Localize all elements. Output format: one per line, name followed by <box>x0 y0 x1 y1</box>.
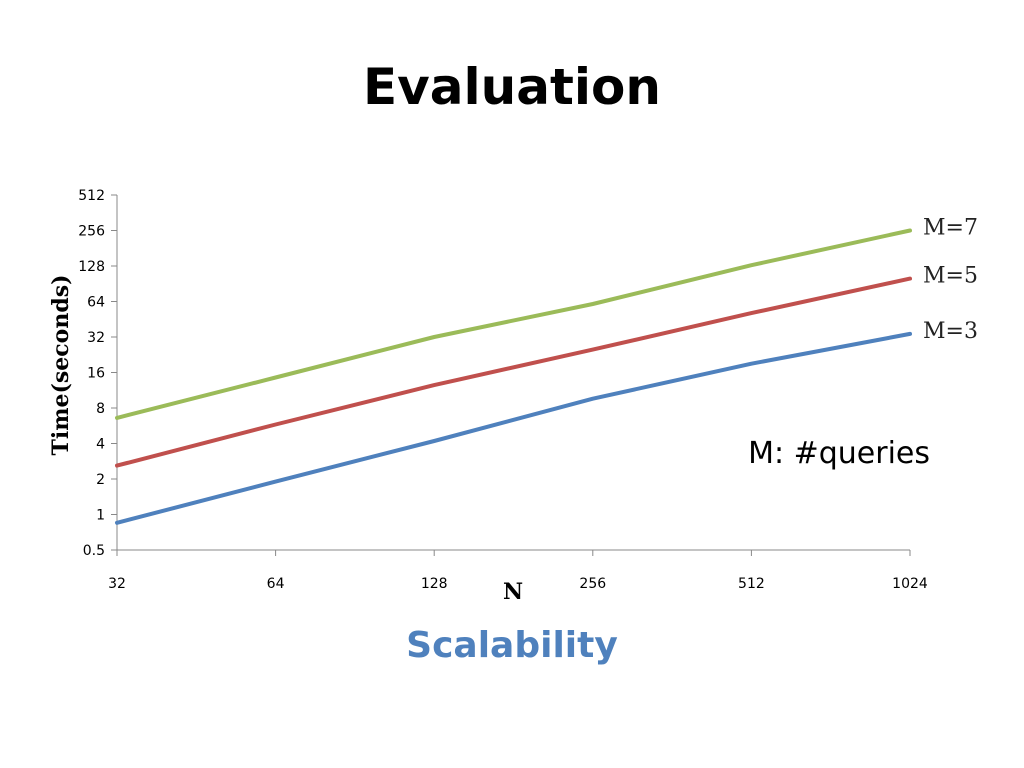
series-line-m-3 <box>115 331 912 525</box>
y-tick-label: 32 <box>87 330 105 346</box>
y-tick-label: 0.5 <box>83 543 105 559</box>
y-tick-label: 16 <box>87 366 105 382</box>
y-tick-label: 2 <box>96 472 105 488</box>
series-label: M=3 <box>923 319 978 344</box>
series-line-m-5 <box>115 276 912 468</box>
slide-caption: Scalability <box>406 625 618 666</box>
x-tick-label: 512 <box>738 576 765 592</box>
x-tick-label: 32 <box>108 576 126 592</box>
chart-labels: 0.5 1 2 4 8 16 32 64 128 256 512 32 64 128 256 512 1024 N… <box>48 188 978 605</box>
series-line-m-7 <box>115 228 912 420</box>
series-label: M=7 <box>923 216 978 241</box>
chart-annotation: M: #queries <box>748 436 930 471</box>
y-tick-label: 512 <box>78 188 105 204</box>
x-axis-title: N <box>503 579 523 605</box>
y-axis-title: Time(seconds) <box>48 274 74 455</box>
x-tick-label: 64 <box>267 576 285 592</box>
y-tick-label: 64 <box>87 295 105 311</box>
chart-axes <box>111 194 911 556</box>
y-tick-label: 256 <box>78 224 105 240</box>
y-tick-label: 128 <box>78 259 105 275</box>
series-label: M=5 <box>923 264 978 289</box>
x-tick-label: 128 <box>421 576 448 592</box>
x-tick-label: 1024 <box>892 576 928 592</box>
y-tick-label: 1 <box>96 508 105 524</box>
slide-title: Evaluation <box>363 58 661 116</box>
chart-series <box>115 228 912 525</box>
x-tick-label: 256 <box>579 576 606 592</box>
y-tick-label: 4 <box>96 437 105 453</box>
y-tick-label: 8 <box>96 401 105 417</box>
